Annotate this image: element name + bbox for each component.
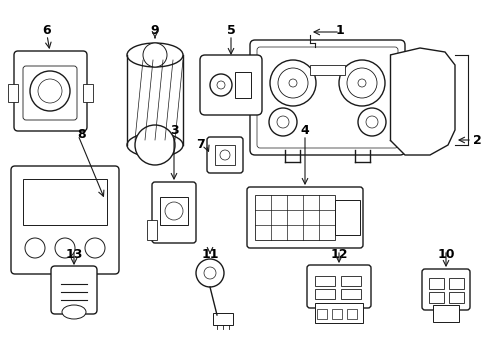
Circle shape <box>38 79 62 103</box>
Bar <box>433 305 459 322</box>
Circle shape <box>25 238 45 258</box>
Text: 4: 4 <box>301 123 309 136</box>
FancyBboxPatch shape <box>307 265 371 308</box>
Circle shape <box>347 68 377 98</box>
Bar <box>335 200 360 235</box>
Text: 13: 13 <box>65 248 83 261</box>
Text: 1: 1 <box>336 23 344 36</box>
Text: 9: 9 <box>151 23 159 36</box>
Text: 6: 6 <box>43 23 51 36</box>
Circle shape <box>289 79 297 87</box>
Circle shape <box>55 238 75 258</box>
FancyBboxPatch shape <box>11 166 119 274</box>
Text: 12: 12 <box>330 248 348 261</box>
Text: 11: 11 <box>201 248 219 261</box>
Text: 2: 2 <box>473 134 481 147</box>
Ellipse shape <box>127 43 183 67</box>
Text: 3: 3 <box>170 123 178 136</box>
Bar <box>8 84 18 102</box>
Circle shape <box>143 43 167 67</box>
Bar <box>341 276 361 286</box>
Circle shape <box>30 71 70 111</box>
Bar <box>83 84 93 102</box>
FancyBboxPatch shape <box>23 66 77 120</box>
Circle shape <box>220 150 230 160</box>
Circle shape <box>135 125 175 165</box>
Bar <box>310 65 345 75</box>
FancyBboxPatch shape <box>200 55 262 115</box>
Bar <box>317 309 327 319</box>
Bar <box>235 72 251 98</box>
Bar <box>255 195 335 240</box>
FancyBboxPatch shape <box>152 182 196 243</box>
Circle shape <box>278 68 308 98</box>
PathPatch shape <box>390 48 455 155</box>
Circle shape <box>269 108 297 136</box>
Bar <box>332 309 342 319</box>
Bar <box>429 292 444 303</box>
Circle shape <box>204 267 216 279</box>
Circle shape <box>277 116 289 128</box>
Circle shape <box>165 202 183 220</box>
FancyBboxPatch shape <box>257 47 398 148</box>
Text: 5: 5 <box>227 23 235 36</box>
Circle shape <box>358 108 386 136</box>
FancyBboxPatch shape <box>247 187 363 248</box>
Bar <box>23 179 107 225</box>
Bar <box>315 276 335 286</box>
Text: 8: 8 <box>78 129 86 141</box>
Ellipse shape <box>62 305 86 319</box>
Circle shape <box>339 60 385 106</box>
Text: 10: 10 <box>437 248 455 261</box>
Circle shape <box>270 60 316 106</box>
Bar <box>449 278 464 289</box>
Bar <box>215 145 235 165</box>
Bar <box>213 313 233 325</box>
Bar <box>315 303 363 323</box>
Circle shape <box>358 79 366 87</box>
Text: 7: 7 <box>196 139 204 152</box>
Circle shape <box>196 259 224 287</box>
Bar <box>160 197 188 225</box>
FancyBboxPatch shape <box>14 51 87 131</box>
FancyBboxPatch shape <box>207 137 243 173</box>
Bar <box>449 292 464 303</box>
Bar <box>429 278 444 289</box>
Bar <box>347 309 357 319</box>
Circle shape <box>210 74 232 96</box>
FancyBboxPatch shape <box>51 266 97 314</box>
FancyBboxPatch shape <box>422 269 470 310</box>
Circle shape <box>366 116 378 128</box>
Bar <box>341 289 361 299</box>
Ellipse shape <box>127 133 183 157</box>
Circle shape <box>85 238 105 258</box>
Circle shape <box>217 81 225 89</box>
Bar <box>315 289 335 299</box>
Bar <box>147 220 157 240</box>
FancyBboxPatch shape <box>250 40 405 155</box>
